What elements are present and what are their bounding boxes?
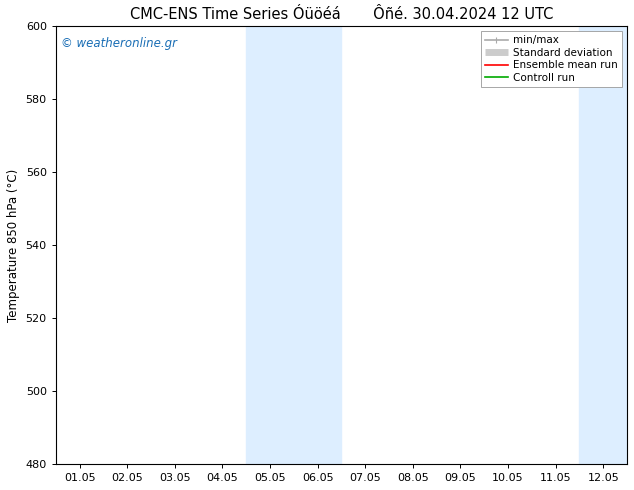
Text: © weatheronline.gr: © weatheronline.gr [61,37,178,50]
Bar [579,26,634,464]
Bar [246,26,342,464]
Y-axis label: Temperature 850 hPa (°C): Temperature 850 hPa (°C) [7,169,20,321]
Legend: min/max, Standard deviation, Ensemble mean run, Controll run: min/max, Standard deviation, Ensemble me… [481,31,622,87]
Title: CMC-ENS Time Series Óüöéá       Ôñé. 30.04.2024 12 UTC: CMC-ENS Time Series Óüöéá Ôñé. 30.04.202… [130,7,553,22]
